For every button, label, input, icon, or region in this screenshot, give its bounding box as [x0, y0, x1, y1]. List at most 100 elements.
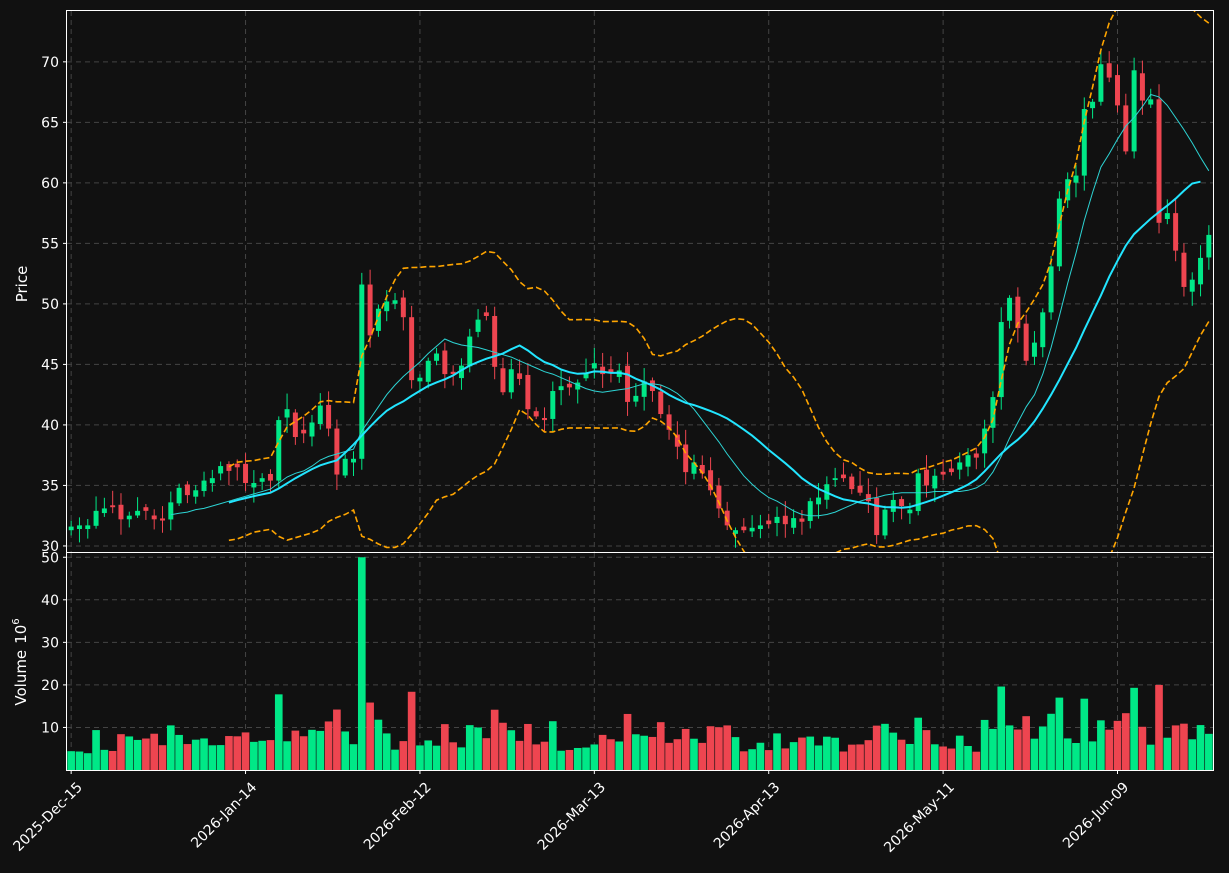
candle-body: [907, 509, 913, 514]
volume-bar: [1072, 743, 1080, 770]
volume-bar: [1196, 725, 1205, 770]
volume-bar: [191, 739, 200, 770]
candle-body: [774, 516, 780, 523]
candle-body: [1090, 101, 1096, 109]
candle-body: [1031, 342, 1037, 357]
volume-axis-label: Volume 106: [11, 618, 30, 705]
candle-body: [724, 510, 730, 526]
candle-body: [400, 297, 406, 318]
candle-body: [940, 471, 946, 475]
volume-bar: [83, 753, 92, 770]
candle-body: [334, 428, 340, 475]
candle-body: [243, 463, 249, 484]
volume-bar: [922, 730, 931, 770]
candle-body: [733, 530, 738, 534]
candle-body: [68, 526, 74, 531]
volume-bar: [142, 738, 150, 770]
candle-body: [458, 365, 464, 379]
candle-body: [351, 458, 356, 463]
candle-body: [674, 434, 680, 447]
candle-body: [990, 397, 996, 428]
candle-body: [1206, 234, 1212, 258]
volume-bar: [382, 733, 391, 770]
volume-bar: [158, 745, 167, 770]
candle-body: [957, 462, 963, 470]
volume-bar: [366, 702, 374, 770]
candle-body: [284, 409, 290, 418]
candle-body: [317, 405, 323, 425]
volume-bar: [665, 742, 673, 770]
volume-bar: [175, 734, 183, 770]
volume-bar: [1130, 687, 1138, 770]
volume-bar: [864, 740, 873, 770]
lower-band-line: [228, 321, 1210, 552]
volume-bar: [739, 751, 748, 770]
volume-bar: [291, 730, 300, 770]
volume-bar: [357, 557, 366, 770]
volume-bar: [980, 719, 989, 770]
candle-body: [442, 350, 448, 375]
volume-bar: [906, 743, 914, 770]
candle-body: [865, 494, 871, 502]
volume-bar: [939, 746, 947, 770]
candle-body: [467, 336, 473, 367]
candle-body: [890, 499, 896, 512]
candle-body: [525, 374, 531, 410]
volume-bar: [964, 746, 972, 770]
volume-bar: [499, 722, 507, 770]
candle-body: [209, 478, 215, 484]
volume-bar: [92, 730, 100, 770]
volume-bar: [930, 744, 939, 770]
candle-body: [699, 464, 705, 474]
volume-bar: [615, 741, 624, 770]
candle-body: [741, 526, 747, 531]
volume-bar: [515, 740, 524, 770]
candle-body: [118, 504, 124, 520]
candle-body: [143, 507, 149, 511]
candle-body: [791, 518, 797, 528]
volume-bar: [524, 723, 532, 770]
candle-body: [492, 315, 498, 367]
candle-body: [417, 377, 423, 382]
volume-bar: [823, 736, 831, 770]
volume-bar: [955, 735, 964, 770]
candle-body: [899, 499, 905, 507]
candle-body: [691, 462, 697, 474]
volume-bar: [565, 749, 574, 770]
volume-bar: [632, 734, 640, 770]
volume-bar: [1180, 723, 1188, 770]
volume-bar: [299, 736, 308, 770]
candle-body: [1023, 323, 1029, 361]
price-tick-label: 40: [41, 418, 59, 434]
volume-bar: [557, 750, 565, 770]
volume-bar: [715, 727, 723, 770]
volume-bar: [75, 751, 84, 770]
candle-body: [550, 391, 556, 419]
volume-bar: [457, 747, 466, 770]
volume-bar: [590, 744, 599, 770]
candle-body: [93, 510, 99, 526]
candle-body: [932, 475, 938, 489]
volume-bar: [166, 725, 175, 770]
volume-bar: [108, 750, 117, 770]
candle-body: [276, 420, 282, 481]
candle-body: [193, 490, 199, 497]
volume-bar: [432, 745, 441, 770]
candle-body: [849, 476, 855, 490]
volume-bar: [856, 744, 864, 770]
volume-bar: [690, 738, 698, 770]
volume-axis-exponent: 6: [11, 618, 22, 624]
volume-bar: [465, 725, 474, 770]
candle-body: [1015, 296, 1021, 329]
price-tick-label: 60: [41, 176, 59, 192]
candle-body: [1181, 252, 1187, 287]
volume-bar: [640, 735, 648, 770]
volume-tick-label: 20: [41, 678, 59, 694]
candle-body: [409, 317, 415, 381]
candle-body: [982, 428, 988, 454]
candle-body: [135, 510, 141, 516]
volume-bar: [1105, 729, 1114, 770]
volume-panel: [67, 557, 1213, 770]
price-panel: [68, 11, 1212, 552]
volume-bar: [972, 751, 981, 770]
